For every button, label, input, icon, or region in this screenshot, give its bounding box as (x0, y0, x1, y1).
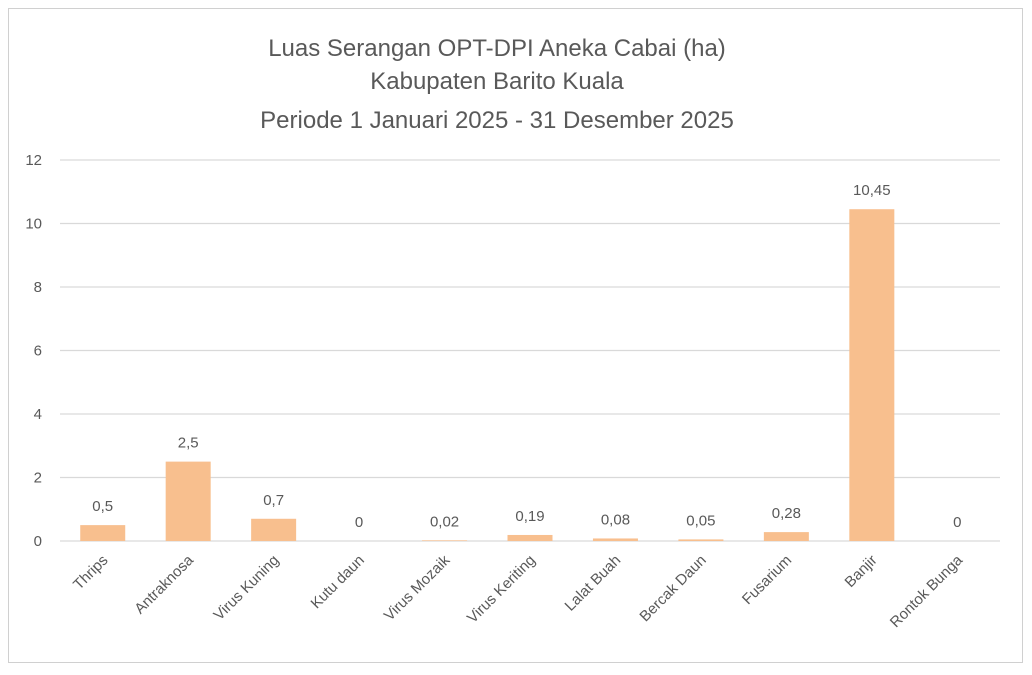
x-tick-label: Thrips (70, 552, 111, 593)
chart-title-line-3: Periode 1 Januari 2025 - 31 Desember 202… (260, 107, 734, 134)
data-label: 0 (953, 514, 961, 531)
data-label: 0,05 (686, 512, 715, 529)
chart-title-line-1: Luas Serangan OPT-DPI Aneka Cabai (ha) (268, 35, 726, 62)
x-tick-label: Virus Kuning (210, 552, 282, 624)
data-label: 0 (355, 514, 363, 531)
x-tick-label: Antraknosa (131, 551, 197, 617)
bar (80, 525, 126, 541)
data-label: 0,02 (430, 513, 459, 530)
x-tick-label: Virus Mozaik (381, 551, 454, 624)
x-tick-label: Fusarium (739, 552, 795, 608)
bar (251, 518, 297, 541)
y-tick-label: 6 (34, 343, 42, 360)
bar (763, 532, 809, 541)
bar (678, 539, 724, 541)
bar (422, 540, 468, 541)
data-label: 2,5 (178, 435, 199, 452)
chart-frame (8, 8, 1023, 663)
chart-title-line-2: Kabupaten Barito Kuala (370, 68, 624, 95)
y-tick-label: 12 (25, 152, 42, 169)
chart-title: Luas Serangan OPT-DPI Aneka Cabai (ha) K… (260, 35, 734, 134)
data-label: 0,08 (601, 511, 630, 528)
x-tick-label: Virus Keriting (464, 552, 539, 627)
data-label: 0,7 (263, 492, 284, 509)
data-label: 0,5 (92, 498, 113, 515)
x-tick-label: Bercak Daun (636, 552, 709, 625)
y-tick-label: 10 (25, 216, 42, 233)
x-tick-label: Rontok Bunga (887, 551, 967, 631)
y-tick-label: 8 (34, 279, 42, 296)
bar (849, 209, 895, 541)
x-tick-label: Lalat Buah (562, 552, 625, 615)
y-tick-label: 2 (34, 470, 42, 487)
bar (507, 534, 553, 541)
bar (165, 461, 211, 541)
bar (592, 538, 638, 541)
data-label: 10,45 (853, 182, 891, 199)
data-label: 0,19 (515, 508, 544, 525)
data-label: 0,28 (772, 505, 801, 522)
y-tick-label: 0 (34, 533, 42, 550)
x-tick-label: Kutu daun (308, 552, 368, 612)
y-tick-label: 4 (34, 406, 42, 423)
x-tick-label: Banjir (842, 552, 881, 591)
